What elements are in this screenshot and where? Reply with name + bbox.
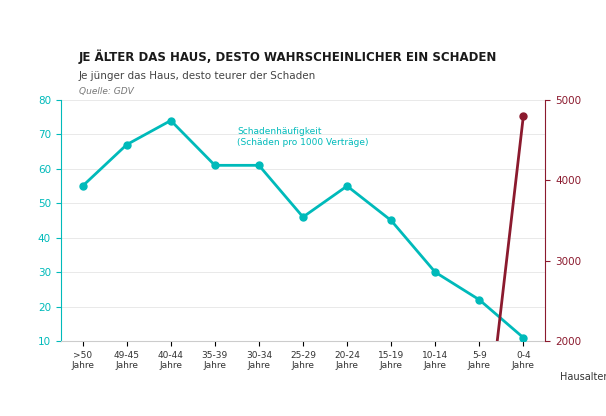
Text: Schadendurchschnitt
(in Euro): Schadendurchschnitt (in Euro) xyxy=(0,415,1,416)
X-axis label: Hausalter: Hausalter xyxy=(561,372,606,382)
Text: Quelle: GDV: Quelle: GDV xyxy=(79,87,133,97)
Text: Je jünger das Haus, desto teurer der Schaden: Je jünger das Haus, desto teurer der Sch… xyxy=(79,71,316,81)
Text: JE ÄLTER DAS HAUS, DESTO WAHRSCHEINLICHER EIN SCHADEN: JE ÄLTER DAS HAUS, DESTO WAHRSCHEINLICHE… xyxy=(79,50,497,64)
Text: Schadenhäufigkeit
(Schäden pro 1000 Verträge): Schadenhäufigkeit (Schäden pro 1000 Vert… xyxy=(237,127,368,147)
